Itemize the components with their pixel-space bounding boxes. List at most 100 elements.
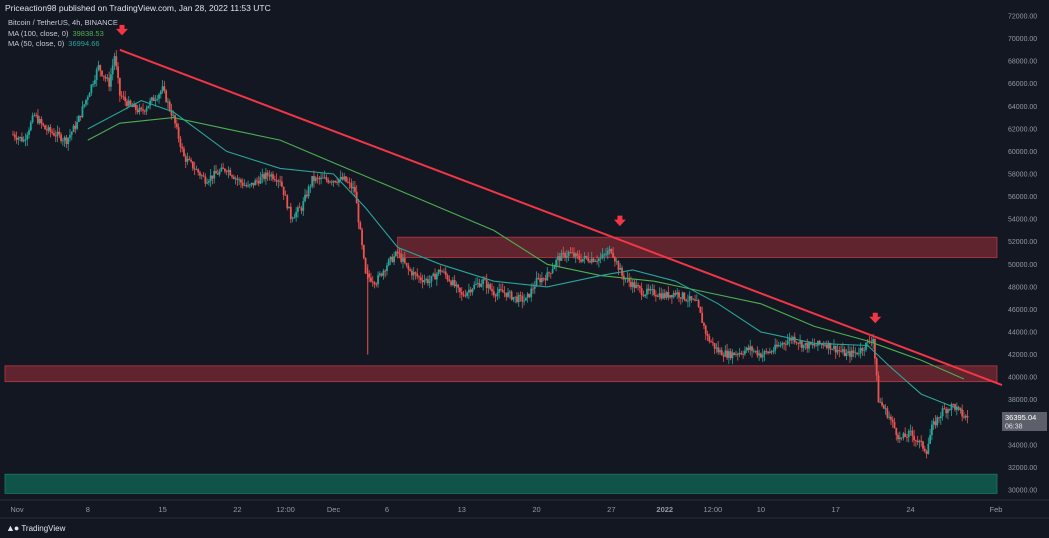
candle-body <box>581 258 584 262</box>
candle-body <box>882 405 885 409</box>
candle-body <box>590 258 593 263</box>
candle-body <box>336 182 339 183</box>
y-tick-label: 40000.00 <box>1008 375 1037 382</box>
candle-body <box>85 99 87 105</box>
candle-body <box>298 207 301 209</box>
candle-body <box>549 273 552 274</box>
price-axis[interactable]: 72000.00 70000.00 68000.00 66000.00 64000.00… <box>1008 14 1037 495</box>
candle-body <box>528 293 531 298</box>
candle-body <box>535 277 538 287</box>
y-tick-label: 34000.00 <box>1008 442 1037 449</box>
candle-body <box>711 342 714 344</box>
legend-symbol[interactable]: Bitcoin / TetherUS, 4h, BINANCE <box>8 18 118 29</box>
candle-body <box>199 172 201 176</box>
legend-ma100[interactable]: MA (100, close, 0) 39838.53 <box>8 29 118 40</box>
candle-body <box>138 107 141 113</box>
candle-body <box>35 114 38 116</box>
candle-body <box>127 100 130 107</box>
candle-body <box>300 208 303 211</box>
candle-body <box>845 352 848 357</box>
candle-body <box>963 416 965 418</box>
candle-body <box>122 96 125 98</box>
candle-body <box>612 252 615 258</box>
candle-body <box>12 134 14 136</box>
candle-body <box>763 351 766 355</box>
candle-body <box>948 409 951 410</box>
candle-body <box>663 293 666 298</box>
candle-body <box>822 344 825 346</box>
candle-body <box>628 277 631 282</box>
candle-body <box>957 406 960 408</box>
candle-body <box>715 347 718 349</box>
candle-body <box>831 348 834 350</box>
candle-body <box>861 348 864 351</box>
candle-body <box>672 292 675 298</box>
x-tick-label: Feb <box>990 505 1003 514</box>
arrow-markers <box>115 24 882 324</box>
candle-body <box>241 182 244 186</box>
time-axis[interactable]: Nov 8 15 22 12:00 Dec 6 13 20 27 2022 12:00 10 17 24 Fe… <box>0 499 1049 519</box>
candle-body <box>459 287 461 293</box>
candle-body <box>79 115 82 118</box>
candle-body <box>202 175 205 177</box>
candle-body <box>523 300 525 302</box>
candle-body <box>15 137 18 140</box>
candle-body <box>687 300 689 302</box>
candle-body <box>505 292 508 297</box>
candle-body <box>740 352 743 354</box>
candle-body <box>918 440 921 443</box>
candle-body <box>487 284 490 289</box>
candle-body <box>224 168 226 172</box>
candle-body <box>165 90 168 103</box>
candle-body <box>99 65 102 71</box>
candle-body <box>678 292 680 298</box>
candle-body <box>635 285 638 288</box>
candle-body <box>744 350 746 355</box>
candle-body <box>514 296 517 298</box>
candle-body <box>163 86 166 91</box>
x-tick-label: 22 <box>233 505 241 514</box>
x-tick-label: 12:00 <box>703 505 722 514</box>
resistance-zone <box>397 236 998 258</box>
candle-body <box>765 351 768 353</box>
candle-body <box>508 291 511 293</box>
candle-body <box>234 178 237 180</box>
candle-body <box>658 293 661 297</box>
candle-body <box>952 404 955 405</box>
candle-body <box>608 249 611 252</box>
x-tick-label: 6 <box>385 505 389 514</box>
candle-body <box>134 104 137 110</box>
candle-body <box>416 273 419 277</box>
candle-body <box>745 347 748 351</box>
candle-body <box>439 269 442 272</box>
candle-body <box>393 256 395 263</box>
candle-body <box>266 172 269 176</box>
candle-body <box>808 342 810 349</box>
candle-body <box>448 279 451 282</box>
candle-body <box>557 256 559 261</box>
legend-ma50[interactable]: MA (50, close, 0) 36994.66 <box>8 39 118 50</box>
candle-body <box>847 351 850 353</box>
candle-body <box>33 114 36 116</box>
candle-body <box>927 443 930 454</box>
candle-body <box>731 352 734 359</box>
candle-body <box>599 257 602 259</box>
candle-body <box>108 77 111 87</box>
candle-body <box>651 289 654 290</box>
candle-body <box>833 345 835 349</box>
candle-body <box>174 115 176 124</box>
candle-body <box>118 77 121 96</box>
candle-body <box>414 272 417 274</box>
candle-body <box>475 283 477 285</box>
candle-body <box>891 419 894 422</box>
candle-body <box>293 217 296 219</box>
candle-body <box>874 338 876 359</box>
candle-body <box>175 123 178 128</box>
candle-body <box>282 186 285 195</box>
candle-body <box>229 169 232 176</box>
candle-body <box>430 275 433 282</box>
downtrend-line[interactable] <box>119 48 1003 386</box>
x-tick-label: 12:00 <box>276 505 295 514</box>
tradingview-footer[interactable]: ▲● TradingView <box>6 523 65 533</box>
